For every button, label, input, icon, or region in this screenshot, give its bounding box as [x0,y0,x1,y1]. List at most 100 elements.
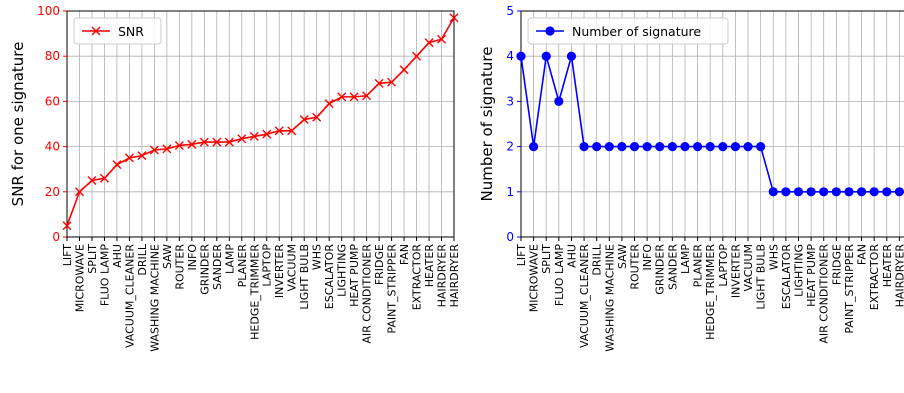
data-point [99,173,109,183]
marker-x-stroke [224,137,234,147]
marker-x-stroke [287,126,297,136]
data-point [655,142,665,152]
x-tick-label: GRINDER [198,244,211,295]
data-point [449,13,459,23]
x-tick-label: FRIDGE [830,244,843,285]
marker-x-stroke [249,131,259,141]
data-point [667,142,677,152]
data-point [604,142,614,152]
x-tick-label: SPLIT [540,244,553,274]
data-point [529,142,539,152]
marker-x-stroke [162,144,172,154]
x-tick-label: VACUUM_CLEANER [578,244,591,348]
y-tick-label: 2 [506,140,514,154]
data-point [793,187,804,197]
data-point [541,51,551,61]
data-point [730,142,741,152]
x-tick-label: SANDER [666,244,679,290]
marker-x-stroke [424,38,434,48]
data-point [424,38,434,48]
x-tick-label: PLANER [236,244,249,288]
x-tick-label: VACUUM [742,244,755,291]
marker-x-stroke [149,145,159,155]
marker-x-stroke [112,160,122,170]
marker-x-stroke [374,78,384,88]
data-point [882,187,892,197]
marker-x-stroke [99,173,109,183]
y-tick-label: 20 [45,185,60,199]
x-tick-label: DRILL [136,243,149,275]
x-tick-label: MICROWAVE [73,244,86,312]
data-point [349,92,359,102]
legend-label: SNR [118,24,144,39]
x-tick-label: LIGHT BULB [298,244,311,310]
x-tick-label: WHS [767,244,780,270]
data-point [112,160,122,170]
data-point [374,78,384,88]
y-tick-label: 0 [52,230,60,244]
data-point [806,187,816,197]
data-point [237,134,247,144]
data-point [74,187,84,197]
legend-box [527,17,729,45]
data-point [399,65,409,75]
marker-x-stroke [237,134,247,144]
data-point [62,221,72,231]
data-point [718,142,728,152]
x-tick-label: LIGHTING [792,244,805,297]
data-point [819,187,829,197]
x-tick-label: MICROWAVE [528,244,541,312]
x-tick-label: AIR CONDITIONER [361,244,374,344]
x-tick-label: FAN [398,244,411,265]
legend-marker [91,26,101,36]
legend: Number of signature [527,17,729,45]
chart-1: 0 20 40 60 80 100 SNR for one signature LIFT MIC… [9,4,461,352]
x-tick-label: FLUO LAMP [553,244,566,307]
x-tick-label: FLUO LAMP [98,244,111,307]
x-tick-label: PAINT_STRIPPER [843,244,856,334]
data-point [324,99,334,109]
series-line [66,17,455,226]
y-tick-label: 5 [506,4,514,18]
data-point [554,96,564,106]
data-point [262,129,272,139]
data-point [592,142,602,152]
data-point [629,142,640,152]
x-tick-label: AHU [565,244,578,268]
data-point [124,153,134,163]
x-tick-label: SPLIT [86,244,99,274]
data-point [312,112,322,122]
y-axis-label: SNR for one signature [9,42,27,207]
x-tick-label: EXTRACTOR [868,244,881,311]
data-point [387,77,397,87]
marker-x-stroke [349,92,359,102]
data-point [199,137,209,147]
data-point [692,142,703,152]
marker-x-stroke [449,13,459,23]
x-tick-label: FAN [856,244,869,265]
x-tick-label: LIGHT BULB [755,244,768,310]
data-point [856,187,867,197]
data-point [162,144,172,154]
marker-x-stroke [299,114,309,124]
legend-label: Number of signature [572,24,701,39]
data-point [337,92,347,102]
x-tick-label: WASHING MACHINE [148,244,161,352]
marker-x-stroke [199,137,209,147]
x-tick-label: INVERTER [729,244,742,298]
legend-marker [545,26,555,36]
x-tick-label: LAPTOP [717,244,730,287]
x-tick-label: ESCALATOR [323,244,336,310]
data-point [437,34,447,44]
x-tick-label: LAMP [223,244,236,274]
data-point [287,126,297,136]
x-tick-label: ROUTER [629,244,642,290]
x-tick-label: INVERTER [273,244,286,298]
x-tick-label: LIFT [61,244,74,267]
x-tick-label: LAPTOP [261,244,274,287]
x-tick-label: HEATER [423,244,436,288]
chart-2: 0 1 2 3 4 5 Number of signature LIFT MICROWAVE SP… [478,4,904,352]
marker-x-stroke [212,137,222,147]
x-tick-label: AHU [111,244,124,268]
